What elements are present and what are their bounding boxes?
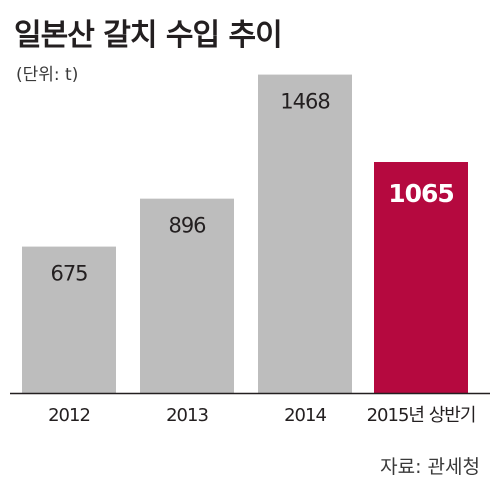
bar-2013 bbox=[140, 198, 234, 393]
unit-label: (단위: t) bbox=[16, 65, 79, 85]
bar-2012 bbox=[22, 246, 116, 393]
bar-2015년 상반기 bbox=[374, 162, 468, 393]
chart-title: 일본산 갈치 수입 추이 bbox=[14, 18, 283, 53]
source-note: 자료: 관세청 bbox=[380, 456, 480, 478]
bar-2014 bbox=[258, 74, 352, 394]
value-label-2015년 상반기: 1065 bbox=[388, 179, 454, 208]
value-label-2012: 675 bbox=[50, 262, 87, 286]
category-label-2012: 2012 bbox=[48, 405, 90, 426]
value-label-2013: 896 bbox=[168, 214, 206, 238]
value-label-2014: 1468 bbox=[280, 90, 329, 114]
category-label-2013: 2013 bbox=[166, 405, 208, 426]
bar-chart: 675 2012 896 2013 1468 2014 1065 2015년 상반기 bbox=[10, 74, 490, 426]
category-label-2014: 2014 bbox=[284, 405, 326, 426]
category-label-2015년 상반기: 2015년 상반기 bbox=[367, 405, 476, 426]
